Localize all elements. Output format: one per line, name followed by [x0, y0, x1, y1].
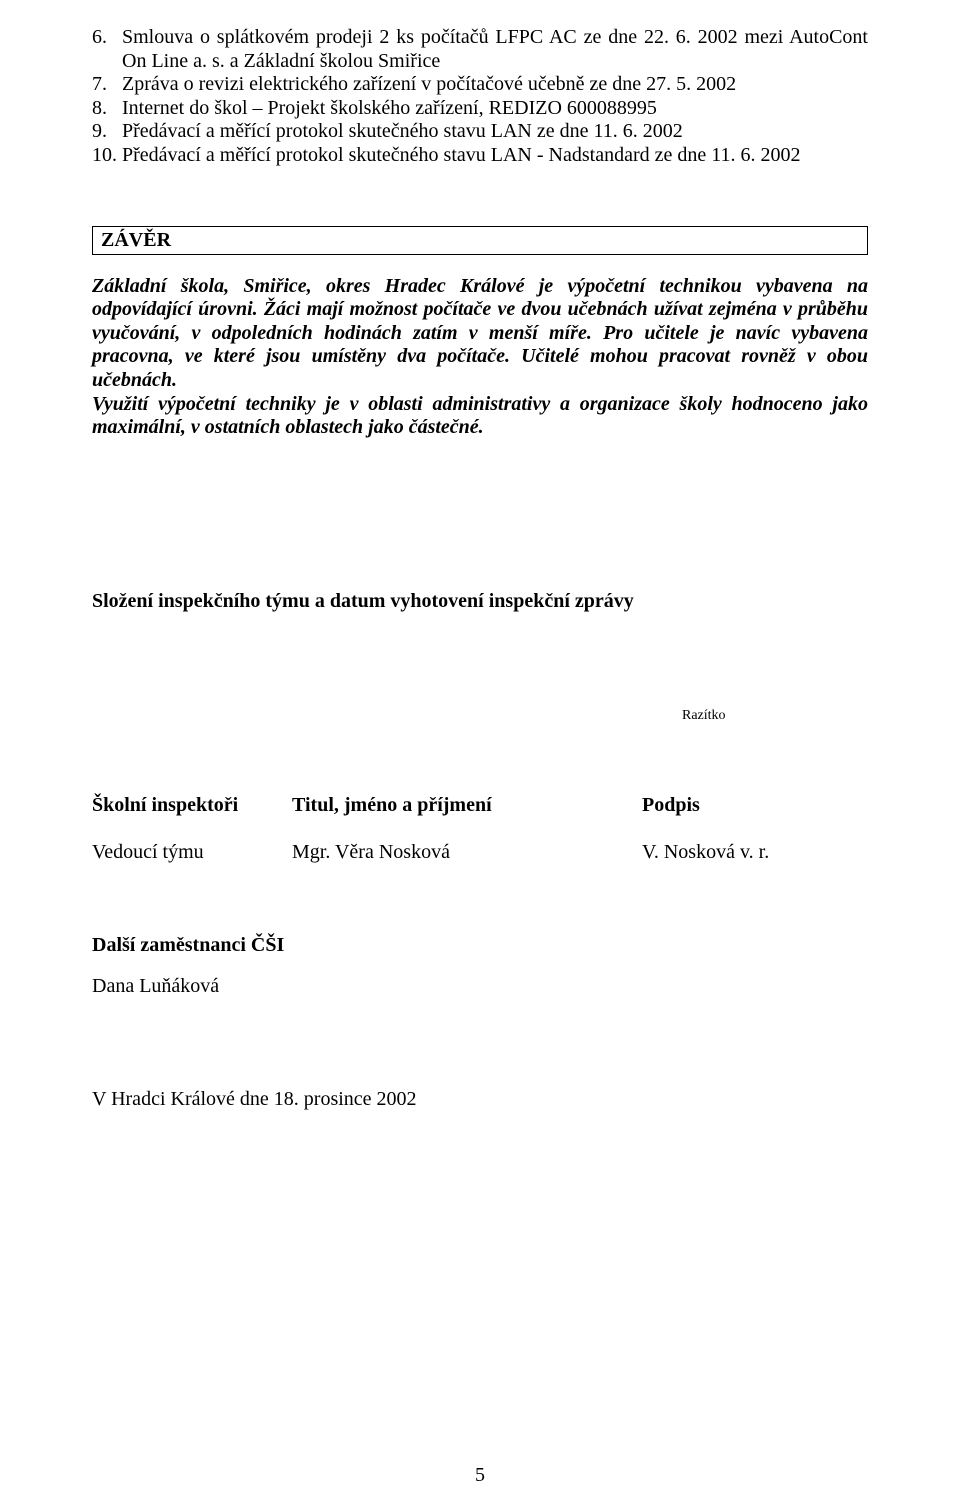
sig-signature: V. Nosková v. r. — [642, 841, 868, 864]
team-section-heading: Složení inspekčního týmu a datum vyhotov… — [92, 590, 868, 613]
list-item-number: 9. — [92, 120, 122, 144]
sig-header-name: Titul, jméno a příjmení — [292, 794, 642, 817]
signature-header-row: Školní inspektoři Titul, jméno a příjmen… — [92, 794, 868, 817]
conclusion-heading: ZÁVĚR — [101, 229, 171, 251]
sig-header-inspectors: Školní inspektoři — [92, 794, 292, 817]
conclusion-paragraph: Základní škola, Smiřice, okres Hradec Kr… — [92, 275, 868, 393]
page-number: 5 — [0, 1464, 960, 1487]
numbered-list: 6. Smlouva o splátkovém prodeji 2 ks poč… — [92, 26, 868, 168]
stamp-label: Razítko — [682, 708, 868, 724]
list-item-text: Zpráva o revizi elektrického zařízení v … — [122, 73, 868, 97]
list-item-number: 10. — [92, 144, 122, 168]
conclusion-paragraph: Využití výpočetní techniky je v oblasti … — [92, 393, 868, 440]
list-item-text: Předávací a měřící protokol skutečného s… — [122, 120, 868, 144]
sig-name: Mgr. Věra Nosková — [292, 841, 642, 864]
list-item-number: 8. — [92, 97, 122, 121]
list-item-number: 7. — [92, 73, 122, 97]
list-item-text: Předávací a měřící protokol skutečného s… — [122, 144, 868, 168]
list-item: 10. Předávací a měřící protokol skutečné… — [92, 144, 868, 168]
list-item: 7. Zpráva o revizi elektrického zařízení… — [92, 73, 868, 97]
date-line: V Hradci Králové dne 18. prosince 2002 — [92, 1088, 868, 1111]
document-page: 6. Smlouva o splátkovém prodeji 2 ks poč… — [0, 0, 960, 1511]
other-employees-label: Další zaměstnanci ČŠI — [92, 934, 868, 957]
list-item-text: Smlouva o splátkovém prodeji 2 ks počíta… — [122, 26, 868, 73]
conclusion-body: Základní škola, Smiřice, okres Hradec Kr… — [92, 275, 868, 440]
sig-header-signature: Podpis — [642, 794, 868, 817]
list-item-number: 6. — [92, 26, 122, 73]
list-item: 9. Předávací a měřící protokol skutečnéh… — [92, 120, 868, 144]
other-employees: Další zaměstnanci ČŠI Dana Luňáková — [92, 934, 868, 998]
conclusion-heading-box: ZÁVĚR — [92, 226, 868, 255]
signature-row: Vedoucí týmu Mgr. Věra Nosková V. Noskov… — [92, 841, 868, 864]
other-employees-name: Dana Luňáková — [92, 975, 868, 998]
list-item-text: Internet do škol – Projekt školského zař… — [122, 97, 868, 121]
list-item: 6. Smlouva o splátkovém prodeji 2 ks poč… — [92, 26, 868, 73]
signature-table: Školní inspektoři Titul, jméno a příjmen… — [92, 794, 868, 864]
sig-role: Vedoucí týmu — [92, 841, 292, 864]
list-item: 8. Internet do škol – Projekt školského … — [92, 97, 868, 121]
